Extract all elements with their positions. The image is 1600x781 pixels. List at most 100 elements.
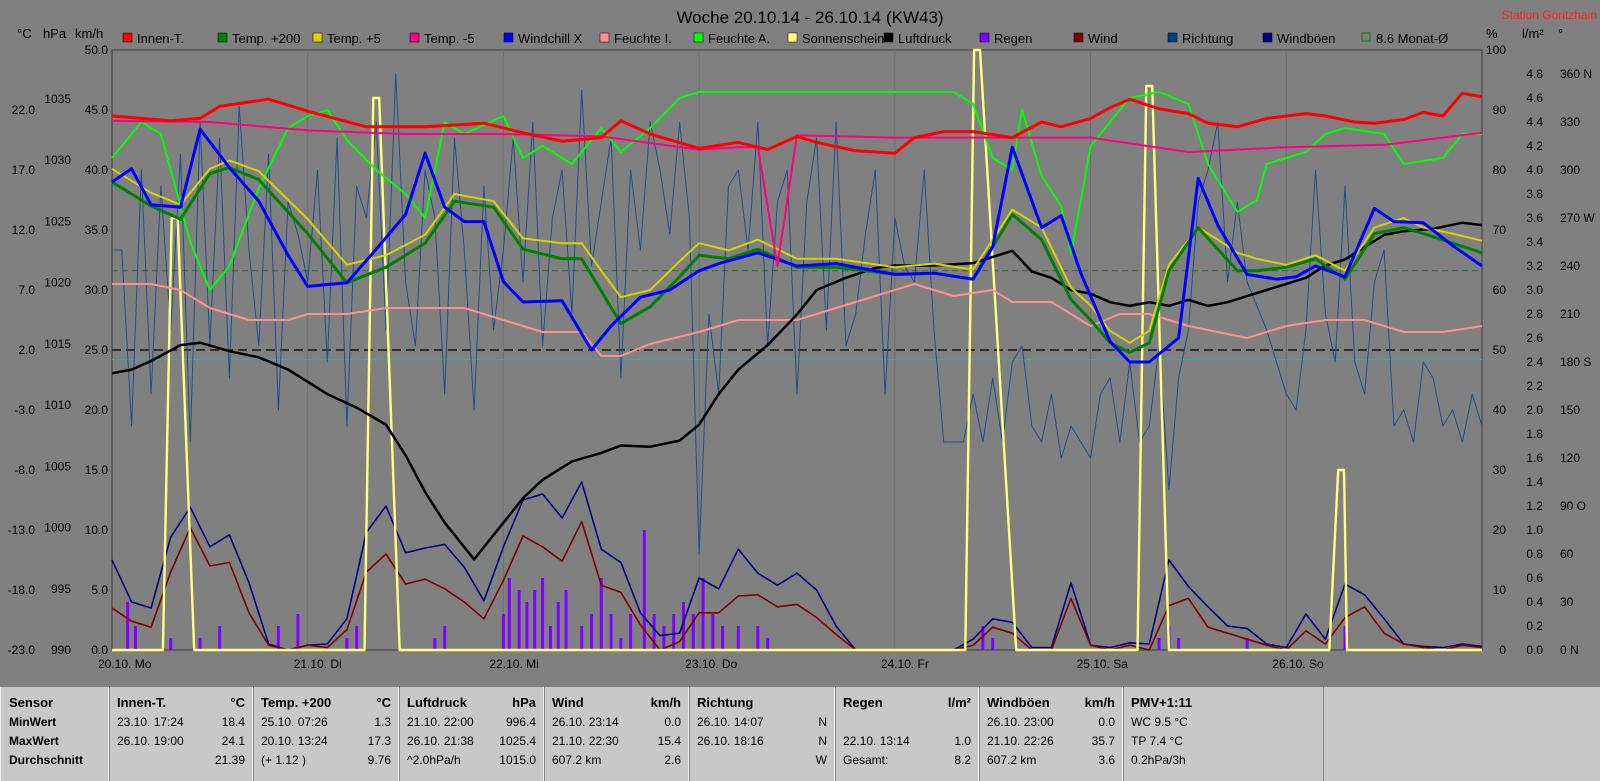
pressure-tick-label: 1000 [44,521,71,535]
summary-row: 26.10. 23:14 0.0 [552,715,681,733]
summary-column: Windböen km/h 26.10. 23:00 0.0 21.10. 22:26 3… [978,687,1124,781]
summary-header: Luftdruck [407,695,467,710]
series-layer [111,48,1483,652]
series-feuchte-i [112,283,1483,357]
humidity-tick-label: 0 [1499,643,1506,657]
summary-cell-label: 21.10. 22:00 [407,715,474,729]
summary-row: 20.10. 13:24 17.3 [261,734,391,752]
summary-cell-value: 3.6 [1098,753,1115,767]
summary-row: 23.10. 17:24 18.4 [117,715,245,733]
summary-cell-label: 26.10. 23:14 [552,715,619,729]
wind-tick-label: 35.0 [85,223,109,237]
legend-label: Temp. -5 [424,31,475,46]
series-regen-bar [681,602,685,650]
temp-tick-label: 22.0 [12,103,36,117]
rain-tick-label: 0.8 [1526,547,1543,561]
series-regen-bar [533,590,537,650]
series-regen-bar [198,638,202,650]
temp-tick-label: -3.0 [14,403,35,417]
series-regen-bar [443,626,447,650]
series-regen-bar [766,638,770,650]
summary-row: MaxWert [9,734,101,752]
summary-row: 22.10. 13:14 1.0 [843,734,971,752]
left-axes: 22.0 17.0 12.0 7.0 2.0 -3.0 -8.0 -13.0 -18.0 -23.… [8,43,109,657]
summary-header: Innen-T. [117,695,167,710]
rain-tick-label: 3.2 [1526,259,1543,273]
legend-label: Feuchte I. [614,31,672,46]
rain-tick-label: 4.6 [1526,91,1543,105]
legend-item: Sonnenschein [787,31,884,46]
legend-swatch [787,32,798,43]
weather-chart: Woche 20.10.14 - 26.10.14 (KW43) Station… [8,8,1597,671]
legend-item: Windböen [1262,31,1336,46]
legend-label: Wind [1088,31,1118,46]
series-regen-bar [1343,626,1347,650]
wind-tick-label: 40.0 [85,163,109,177]
right-axes: 10090807060504030201004.84.64.44.24.03.8… [1486,43,1595,657]
legend-item: Temp. +5 [312,31,381,46]
summary-cell-label: 26.10. 21:38 [407,734,474,748]
direction-tick-label: 300 [1560,163,1580,177]
legend-swatch [217,32,228,43]
summary-column: Regen l/m² 22.10. 13:14 1.0 Gesamt: 8.2 [834,687,980,781]
summary-cell-value: 35.7 [1091,734,1115,748]
summary-column: Wind km/h 26.10. 23:14 0.0 21.10. 22:30 15.4 6… [543,687,690,781]
wind-tick-label: 20.0 [85,403,109,417]
direction-tick-label: 30 [1560,595,1574,609]
summary-cell-value: 1.0 [954,734,971,748]
series-regen-bar [1157,638,1161,650]
series-regen-bar [169,638,173,650]
series-regen-bar [691,614,695,650]
summary-cell-label: 26.10. 14:07 [697,715,764,729]
humidity-tick-label: 30 [1493,463,1507,477]
series-regen-bar [609,614,613,650]
wind-tick-label: 25.0 [85,343,109,357]
summary-header: Temp. +200 [261,695,332,710]
summary-cell-value: 0.0 [664,715,681,729]
series-regen-bar [501,614,505,650]
series-regen-bar [564,590,568,650]
series-regen-bar [991,638,995,650]
series-regen-bar [276,626,280,650]
series-regen-bar [642,530,646,650]
rain-tick-label: 1.4 [1526,475,1543,489]
unit-humidity: % [1486,26,1498,41]
direction-tick-label: 360 N [1560,67,1592,81]
summary-row: 26.10. 23:00 0.0 [987,715,1115,733]
series-regen-bar [652,614,656,650]
legend: Innen-T. Temp. +200 Temp. +5 Temp. -5 Windch… [122,31,1448,46]
summary-row: 0.2hPa/3h [1131,753,1315,771]
legend-label: Richtung [1182,31,1233,46]
summary-cell-value: 24.1 [221,734,245,748]
wind-tick-label: 50.0 [85,43,109,57]
chart-title: Woche 20.10.14 - 26.10.14 (KW43) [676,8,943,27]
summary-header: Sensor [9,695,54,710]
humidity-tick-label: 20 [1493,523,1507,537]
summary-column: Sensor MinWert MaxWert Durchschnitt [0,687,110,781]
series-regen-bar [525,602,529,650]
summary-unit: km/h [1084,695,1115,710]
summary-cell-label: 25.10. 07:26 [261,715,328,729]
rain-tick-label: 1.2 [1526,499,1543,513]
series-regen-bar [507,578,511,650]
summary-unit: hPa [512,695,536,710]
wind-tick-label: 0.0 [91,643,108,657]
summary-cell-value: 18.4 [221,715,245,729]
series-regen-bar [599,578,603,650]
summary-cell-value: 1.3 [374,715,391,729]
unit-rain: l/m² [1522,26,1544,41]
temp-tick-label: -13.0 [8,523,36,537]
summary-cell-value: 8.2 [954,753,971,767]
series-regen-bar [556,602,560,650]
series-regen-bar [590,614,593,650]
series-luftdruck [111,221,1483,561]
direction-tick-label: 90 O [1560,499,1586,513]
x-tick-label: 21.10. Di [294,657,342,671]
temp-tick-label: 12.0 [12,223,36,237]
unit-temp: °C [17,26,32,41]
temp-tick-label: -23.0 [8,643,36,657]
summary-header: Regen [843,695,883,710]
summary-cell-label: 0.2hPa/3h [1131,753,1186,767]
legend-label: Sonnenschein [802,31,884,46]
summary-row: 21.10. 22:30 15.4 [552,734,681,752]
